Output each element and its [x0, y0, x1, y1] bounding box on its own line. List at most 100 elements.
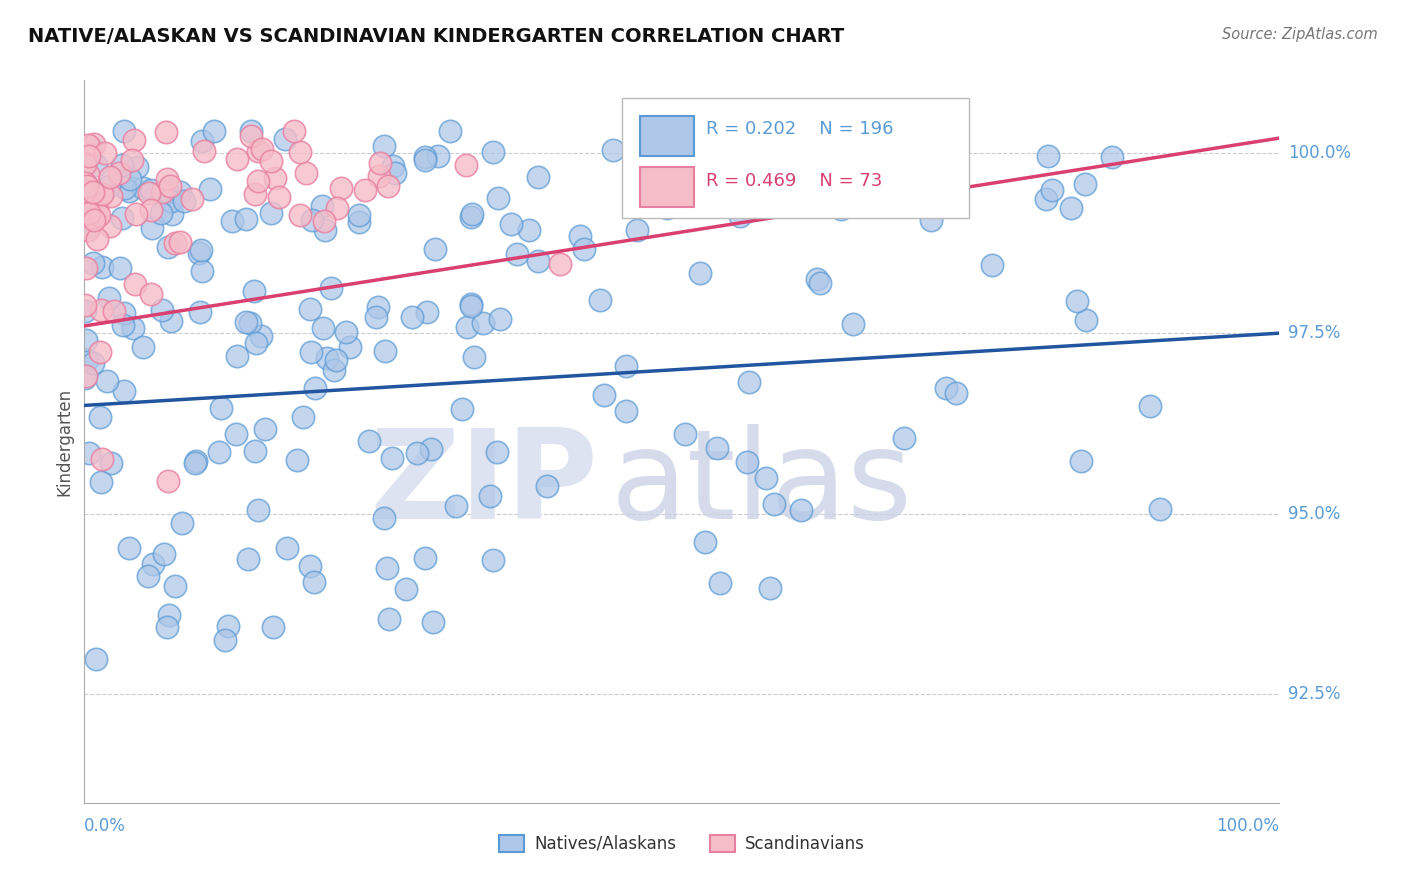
Point [77, 206, 100, 220]
Point [100, 456, 122, 470]
Point [283, 124, 305, 138]
Point [456, 320, 478, 334]
Point [472, 316, 495, 330]
Point [568, 228, 591, 243]
Point [738, 375, 761, 389]
Point [614, 403, 637, 417]
Legend: Natives/Alaskans, Scandinavians: Natives/Alaskans, Scandinavians [492, 828, 872, 860]
Point [381, 450, 404, 465]
Point [94, 146, 117, 161]
Point [98, 169, 121, 184]
Point [326, 201, 349, 215]
FancyBboxPatch shape [623, 98, 969, 218]
Point [1139, 399, 1161, 413]
Point [298, 558, 321, 573]
Point [108, 166, 131, 180]
Point [713, 124, 735, 138]
Point [349, 208, 371, 222]
Point [245, 187, 267, 202]
Point [349, 215, 371, 229]
Point [100, 188, 122, 202]
Point [165, 236, 187, 251]
Point [77, 445, 100, 459]
Point [240, 124, 263, 138]
Point [378, 612, 401, 626]
Point [82, 255, 104, 269]
Point [190, 264, 212, 278]
Text: ZIP: ZIP [370, 425, 599, 545]
Point [288, 145, 311, 160]
Text: 0.0%: 0.0% [84, 817, 127, 835]
Point [298, 301, 321, 316]
Point [73, 371, 96, 385]
Point [76, 223, 98, 237]
Point [981, 258, 1004, 272]
Point [709, 576, 731, 591]
Point [155, 172, 177, 186]
Point [589, 293, 612, 308]
Point [121, 153, 143, 167]
Point [481, 553, 503, 567]
Point [75, 157, 97, 171]
Point [405, 446, 427, 460]
Point [763, 497, 786, 511]
Point [427, 149, 450, 163]
Point [225, 427, 247, 442]
Point [274, 131, 297, 145]
Point [357, 434, 380, 449]
Point [374, 344, 396, 359]
Point [208, 444, 231, 458]
Point [162, 207, 184, 221]
Point [264, 171, 287, 186]
Point [221, 214, 243, 228]
Point [572, 242, 595, 256]
Point [76, 352, 98, 367]
Point [132, 340, 155, 354]
Point [114, 180, 136, 194]
Point [354, 183, 377, 197]
Point [89, 410, 111, 425]
Point [259, 205, 281, 219]
Point [486, 191, 509, 205]
Point [329, 181, 352, 195]
Point [253, 422, 276, 436]
Point [125, 160, 148, 174]
Point [367, 300, 389, 314]
Point [460, 210, 482, 224]
Point [276, 541, 298, 556]
Point [731, 170, 754, 185]
Point [73, 188, 96, 202]
Point [614, 359, 637, 373]
Point [243, 444, 266, 458]
Point [673, 426, 696, 441]
Point [90, 302, 112, 317]
Point [312, 321, 335, 335]
Point [460, 299, 482, 313]
Point [304, 381, 326, 395]
Point [76, 199, 98, 213]
Point [238, 551, 260, 566]
Point [89, 345, 111, 359]
Point [548, 257, 571, 271]
Point [1036, 149, 1059, 163]
Point [97, 178, 120, 193]
Text: 92.5%: 92.5% [1288, 685, 1340, 704]
Point [706, 441, 728, 455]
Point [217, 619, 239, 633]
Point [299, 345, 322, 359]
Point [1035, 192, 1057, 206]
Point [461, 207, 484, 221]
Point [285, 452, 308, 467]
Point [517, 222, 540, 236]
Point [138, 569, 160, 583]
Point [422, 615, 444, 630]
Point [693, 535, 716, 549]
Point [633, 186, 655, 201]
Point [301, 213, 323, 227]
Point [377, 179, 399, 194]
Bar [640, 167, 695, 207]
Point [536, 479, 558, 493]
Point [1149, 501, 1171, 516]
Point [485, 445, 508, 459]
Point [142, 558, 165, 572]
